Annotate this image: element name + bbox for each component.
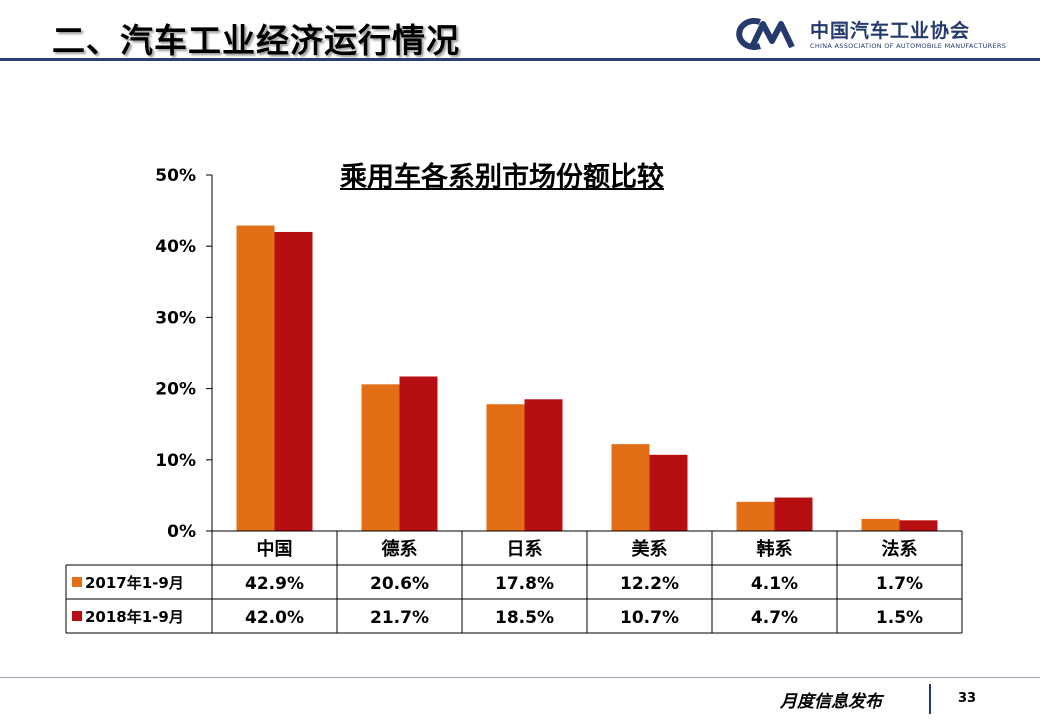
y-tick-label: 20% bbox=[155, 380, 196, 400]
data-label: 1.7% bbox=[876, 574, 923, 594]
category-label: 德系 bbox=[382, 538, 418, 560]
bar-2018 bbox=[649, 454, 688, 531]
category-label: 韩系 bbox=[757, 538, 793, 560]
category-label: 中国 bbox=[257, 538, 293, 560]
y-tick-label: 40% bbox=[155, 237, 196, 257]
legend-key-2018 bbox=[72, 611, 82, 621]
chart-title: 乘用车各系别市场份额比较 bbox=[340, 162, 664, 193]
legend-label: 2018年1-9月 bbox=[85, 608, 184, 626]
bar-2017 bbox=[486, 404, 525, 531]
logo-name-en: CHINA ASSOCIATION OF AUTOMOBILE MANUFACT… bbox=[810, 42, 1007, 50]
bar-2017 bbox=[611, 444, 650, 531]
association-logo: 中国汽车工业协会 CHINA ASSOCIATION OF AUTOMOBILE… bbox=[730, 14, 1020, 54]
y-tick-label: 0% bbox=[167, 522, 196, 542]
page-number: 33 bbox=[958, 691, 977, 706]
data-label: 4.1% bbox=[751, 574, 798, 594]
data-label: 4.7% bbox=[751, 608, 798, 628]
footer-label: 月度信息发布 bbox=[780, 692, 882, 712]
bar-2018 bbox=[399, 376, 438, 531]
bar-2017 bbox=[736, 501, 775, 531]
data-label: 20.6% bbox=[370, 574, 429, 594]
y-tick-label: 30% bbox=[155, 308, 196, 328]
bar-2017 bbox=[361, 384, 400, 531]
logo-name-cn: 中国汽车工业协会 bbox=[810, 20, 971, 42]
category-label: 美系 bbox=[632, 538, 668, 560]
data-label: 12.2% bbox=[620, 574, 679, 594]
data-label: 17.8% bbox=[495, 574, 554, 594]
bar-2018 bbox=[274, 231, 313, 531]
bar-2018 bbox=[774, 497, 813, 531]
y-tick-label: 50% bbox=[155, 166, 196, 186]
legend-key-2017 bbox=[72, 577, 82, 587]
data-label: 18.5% bbox=[495, 608, 554, 628]
page-title: 二、汽车工业经济运行情况 bbox=[52, 21, 460, 60]
footer-separator bbox=[929, 684, 931, 714]
bar-2017 bbox=[236, 225, 275, 531]
category-label: 法系 bbox=[882, 538, 918, 560]
data-label: 10.7% bbox=[620, 608, 679, 628]
category-label: 日系 bbox=[507, 539, 543, 560]
cam-logo-icon bbox=[736, 18, 795, 50]
data-label: 42.9% bbox=[245, 574, 304, 594]
bar-2017 bbox=[861, 518, 900, 531]
data-label: 1.5% bbox=[876, 608, 923, 628]
data-label: 42.0% bbox=[245, 608, 304, 628]
bar-2018 bbox=[899, 520, 938, 531]
footer-divider-line bbox=[0, 677, 1040, 678]
y-tick-label: 10% bbox=[155, 451, 196, 471]
legend-label: 2017年1-9月 bbox=[85, 574, 184, 592]
bar-2018 bbox=[524, 399, 563, 531]
header-divider bbox=[0, 58, 1040, 61]
data-label: 21.7% bbox=[370, 608, 429, 628]
